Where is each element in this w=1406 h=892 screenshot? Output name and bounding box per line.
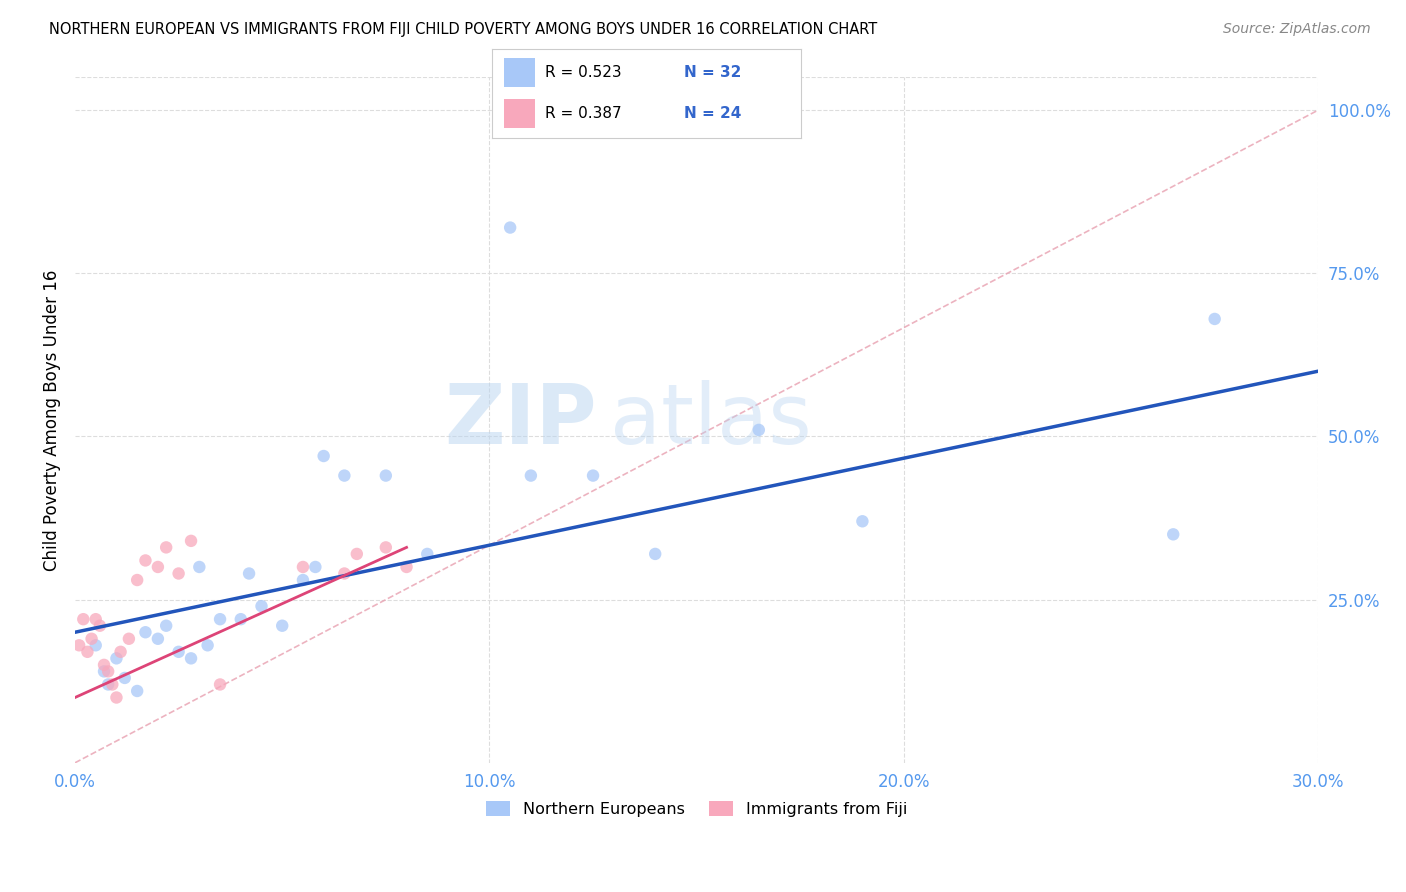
Point (89, 618, 111, 632)
Point (97, 677, 120, 691)
Point (346, 547, 368, 561)
Point (238, 566, 260, 581)
Legend: Northern Europeans, Immigrants from Fiji: Northern Europeans, Immigrants from Fiji (479, 795, 914, 823)
Point (114, 671, 136, 685)
Point (167, 566, 190, 581)
Point (291, 560, 314, 574)
Point (134, 553, 156, 567)
Text: NORTHERN EUROPEAN VS IMMIGRANTS FROM FIJI CHILD POVERTY AMONG BOYS UNDER 16 CORR: NORTHERN EUROPEAN VS IMMIGRANTS FROM FIJ… (49, 22, 877, 37)
Text: N = 32: N = 32 (683, 65, 741, 79)
Point (291, 573, 314, 587)
Point (271, 618, 294, 632)
Point (333, 566, 356, 581)
Point (312, 449, 335, 463)
Point (105, 690, 128, 705)
Point (748, 423, 770, 437)
Point (155, 541, 177, 555)
Point (93, 665, 115, 679)
Point (146, 632, 169, 646)
Point (84, 638, 107, 652)
Text: R = 0.387: R = 0.387 (544, 106, 621, 120)
Point (127, 684, 149, 698)
Point (110, 645, 132, 659)
Point (395, 560, 418, 574)
Point (105, 651, 128, 665)
Point (374, 468, 396, 483)
Point (644, 547, 666, 561)
Text: N = 24: N = 24 (683, 106, 741, 120)
Point (374, 541, 396, 555)
Point (167, 645, 190, 659)
Point (499, 220, 522, 235)
Point (76, 645, 98, 659)
Point (80, 632, 103, 646)
Point (851, 514, 873, 528)
Point (520, 468, 543, 483)
Point (180, 651, 202, 665)
Text: atlas: atlas (610, 380, 811, 460)
Point (67, 638, 90, 652)
Point (188, 560, 211, 574)
Point (180, 533, 202, 548)
Text: Source: ZipAtlas.com: Source: ZipAtlas.com (1223, 22, 1371, 37)
Point (250, 599, 273, 614)
Point (72, 612, 94, 626)
Point (1161, 527, 1184, 541)
Point (209, 677, 232, 691)
Point (93, 657, 115, 672)
Point (209, 612, 232, 626)
Point (304, 560, 326, 574)
Point (127, 573, 149, 587)
Point (1204, 312, 1226, 326)
Point (416, 547, 439, 561)
Bar (505, 99, 536, 128)
Y-axis label: Child Poverty Among Boys Under 16: Child Poverty Among Boys Under 16 (44, 269, 60, 571)
Point (582, 468, 605, 483)
Point (97, 665, 120, 679)
Point (155, 618, 177, 632)
Point (134, 625, 156, 640)
Bar (505, 58, 536, 87)
Point (333, 468, 356, 483)
Point (197, 638, 219, 652)
Text: R = 0.523: R = 0.523 (544, 65, 621, 79)
Text: ZIP: ZIP (444, 380, 598, 460)
Point (118, 632, 141, 646)
Point (229, 612, 252, 626)
Point (84, 612, 107, 626)
Point (146, 560, 169, 574)
Point (101, 677, 124, 691)
